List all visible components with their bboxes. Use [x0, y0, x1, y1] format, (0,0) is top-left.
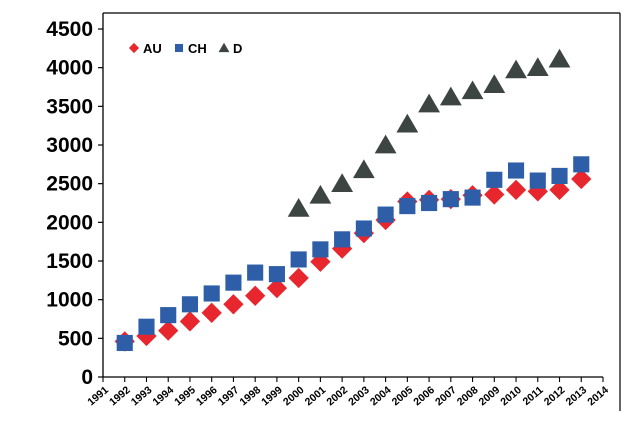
data-point-d — [461, 80, 484, 100]
data-series — [114, 48, 592, 352]
data-point-au — [245, 285, 266, 306]
data-point-au — [505, 179, 527, 200]
y-tick-label: 1500 — [46, 250, 93, 273]
data-point-ch — [421, 194, 438, 212]
data-point-ch — [181, 296, 199, 313]
data-point-ch — [312, 241, 329, 258]
data-point-ch — [507, 162, 525, 179]
legend-marker-ch — [174, 43, 184, 53]
legend-entry-d: D — [218, 41, 242, 56]
legend-label-d: D — [233, 41, 242, 56]
data-point-au — [571, 168, 592, 190]
data-point-au — [223, 294, 244, 315]
data-point-d — [396, 113, 419, 133]
data-point-d — [374, 134, 397, 154]
data-point-d — [331, 173, 354, 192]
y-tick-label: 2500 — [46, 173, 93, 196]
data-point-d — [548, 48, 571, 68]
data-point-au — [266, 277, 288, 299]
data-point-ch — [573, 156, 590, 173]
y-tick-label: 1000 — [46, 289, 93, 312]
data-point-ch — [203, 285, 220, 302]
y-tick-label: 2000 — [46, 211, 93, 234]
y-tick-label: 3000 — [46, 134, 93, 157]
data-point-ch — [247, 264, 264, 281]
data-point-ch — [225, 274, 242, 291]
data-point-ch — [486, 171, 503, 188]
data-point-ch — [116, 334, 133, 352]
legend-label-ch: CH — [188, 41, 207, 56]
data-point-au — [179, 311, 201, 332]
data-point-ch — [268, 266, 285, 283]
data-point-ch — [160, 307, 177, 324]
legend-entry-au: AU — [128, 41, 162, 56]
legend-label-au: AU — [143, 41, 162, 56]
data-point-d — [287, 198, 310, 217]
data-point-ch — [399, 198, 416, 215]
series-d — [287, 48, 571, 217]
data-point-ch — [377, 206, 394, 223]
y-tick-label: 0 — [81, 366, 93, 389]
data-point-d — [309, 184, 332, 204]
data-point-d — [418, 93, 441, 113]
plot-frame — [103, 12, 621, 411]
data-point-ch — [464, 189, 481, 206]
data-point-au — [201, 302, 222, 323]
data-point-ch — [529, 172, 546, 189]
legend-marker-d — [218, 42, 230, 53]
data-point-au — [288, 267, 309, 289]
series-ch — [116, 156, 590, 352]
data-point-ch — [334, 231, 351, 248]
data-point-d — [505, 59, 527, 79]
data-point-ch — [290, 251, 307, 268]
y-tick-label: 4500 — [46, 18, 93, 41]
legend-marker-au — [128, 42, 140, 54]
data-point-au — [549, 179, 570, 200]
data-point-ch — [138, 318, 155, 335]
y-tick-label: 3500 — [46, 95, 93, 118]
data-point-ch — [442, 191, 459, 208]
data-point-d — [352, 159, 375, 179]
legend-entry-ch: CH — [174, 41, 207, 56]
data-point-d — [439, 86, 462, 106]
data-point-d — [483, 74, 506, 93]
data-point-au — [158, 320, 179, 341]
legend: AU CH D — [128, 41, 242, 56]
data-point-au — [484, 184, 505, 205]
y-tick-label: 500 — [58, 327, 93, 350]
y-tick-labels: 0 500 1000 1500 2000 2500 3000 3500 4000 4500 — [46, 18, 93, 389]
data-point-d — [526, 57, 549, 76]
axes — [98, 13, 604, 382]
data-point-ch — [355, 220, 372, 237]
data-point-ch — [551, 167, 568, 184]
y-tick-label: 4000 — [46, 57, 93, 80]
